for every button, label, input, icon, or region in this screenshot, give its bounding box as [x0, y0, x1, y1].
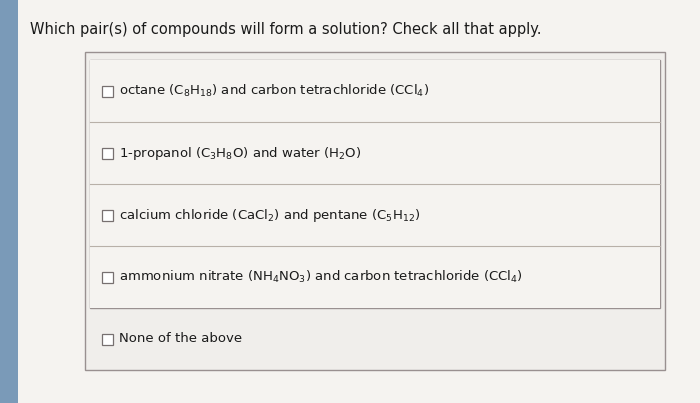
FancyBboxPatch shape	[90, 60, 660, 308]
Text: 1-propanol $\left(\mathrm{C_3H_8O}\right)$ and water $\left(\mathrm{H_2O}\right): 1-propanol $\left(\mathrm{C_3H_8O}\right…	[119, 145, 361, 162]
FancyBboxPatch shape	[90, 184, 660, 246]
FancyBboxPatch shape	[90, 60, 660, 122]
FancyBboxPatch shape	[102, 334, 113, 345]
FancyBboxPatch shape	[90, 246, 660, 308]
Text: ammonium nitrate $\left(\mathrm{NH_4NO_3}\right)$ and carbon tetrachloride $\lef: ammonium nitrate $\left(\mathrm{NH_4NO_3…	[119, 269, 523, 285]
FancyBboxPatch shape	[0, 0, 18, 403]
FancyBboxPatch shape	[90, 122, 660, 184]
Text: Which pair(s) of compounds will form a solution? Check all that apply.: Which pair(s) of compounds will form a s…	[30, 22, 542, 37]
FancyBboxPatch shape	[85, 52, 665, 370]
Text: octane $\left(\mathrm{C_8H_{18}}\right)$ and carbon tetrachloride $\left(\mathrm: octane $\left(\mathrm{C_8H_{18}}\right)$…	[119, 83, 429, 99]
FancyBboxPatch shape	[18, 0, 700, 403]
FancyBboxPatch shape	[102, 210, 113, 220]
FancyBboxPatch shape	[102, 272, 113, 283]
Text: None of the above: None of the above	[119, 332, 242, 345]
FancyBboxPatch shape	[102, 85, 113, 96]
FancyBboxPatch shape	[102, 147, 113, 158]
Text: calcium chloride $\left(\mathrm{CaCl_2}\right)$ and pentane $\left(\mathrm{C_5H_: calcium chloride $\left(\mathrm{CaCl_2}\…	[119, 206, 421, 224]
